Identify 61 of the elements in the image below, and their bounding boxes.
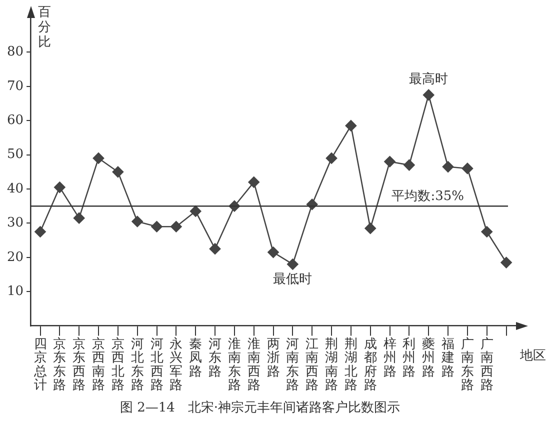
x-tick-label: 淮南东路 (228, 337, 241, 393)
x-tick-label: 淮南西路 (247, 337, 260, 393)
point (500, 256, 512, 268)
point (384, 156, 396, 168)
point (268, 246, 279, 258)
point (462, 162, 474, 174)
y-tick-label: 10 (6, 284, 24, 299)
x-tick-label: 两浙路 (266, 337, 280, 380)
y-tick-label: 50 (6, 147, 24, 162)
x-tick-label: 河东路 (208, 337, 222, 380)
point (34, 226, 46, 238)
y-tick-label: 70 (6, 78, 24, 94)
ref-line-label: 平均数:35% (392, 188, 464, 204)
x-tick-label: 河南东路 (286, 337, 300, 393)
y-tick-label: 80 (6, 44, 24, 60)
x-tick-label: 河北西路 (150, 337, 164, 393)
y-tick-label: 40 (6, 181, 24, 196)
x-tick-label: 荆湖北路 (344, 337, 358, 393)
point (422, 89, 434, 101)
x-tick-label: 梓州路 (383, 337, 396, 380)
x-tick-label: 福建路 (440, 337, 455, 380)
point (170, 220, 182, 232)
x-tick-label: 河北东路 (130, 337, 144, 393)
x-tick-label: 利州路 (402, 337, 416, 380)
point (326, 152, 338, 164)
point (132, 216, 143, 228)
point (364, 222, 376, 234)
point (92, 152, 104, 164)
point (442, 161, 454, 172)
point (481, 226, 493, 238)
text: 图 2—14 北宋·神宗元丰年间诸路客户比数图示 (120, 400, 400, 416)
x-tick-label: 秦凤路 (189, 337, 202, 380)
x-tick-label: 成都府路 (364, 337, 377, 393)
y-axis-title: 百分比 (38, 4, 52, 50)
x-tick-label: 四京总计 (32, 337, 47, 393)
x-tick-label: 江南西路 (306, 337, 319, 393)
x-tick-label: 夔州路 (422, 336, 436, 380)
x-tick-label: 广南东路 (460, 337, 474, 393)
point (73, 212, 85, 224)
x-axis-title: 地区 (519, 348, 546, 364)
point (287, 258, 298, 270)
annotation: 最高时 (409, 70, 448, 87)
x-tick-label: 京东东路 (53, 337, 66, 393)
y-tick-label: 20 (6, 250, 24, 265)
x-tick-label: 广南西路 (480, 337, 494, 393)
x-tick-label: 永兴军路 (170, 336, 183, 393)
point (112, 166, 124, 178)
point (190, 206, 202, 217)
x-tick-label: 京西北路 (111, 337, 124, 393)
y-tick-label: 30 (6, 216, 24, 231)
y-tick-label: 60 (6, 112, 24, 128)
x-tick-label: 京东西路 (72, 337, 86, 393)
point (345, 120, 357, 132)
point (404, 159, 415, 171)
x-tick-label: 京西南路 (92, 337, 106, 393)
point (151, 220, 162, 232)
point (54, 182, 66, 193)
point (248, 176, 260, 188)
annotation: 最低时 (273, 272, 312, 288)
x-tick-label: 荆湖南路 (325, 337, 338, 393)
point (209, 243, 221, 254)
